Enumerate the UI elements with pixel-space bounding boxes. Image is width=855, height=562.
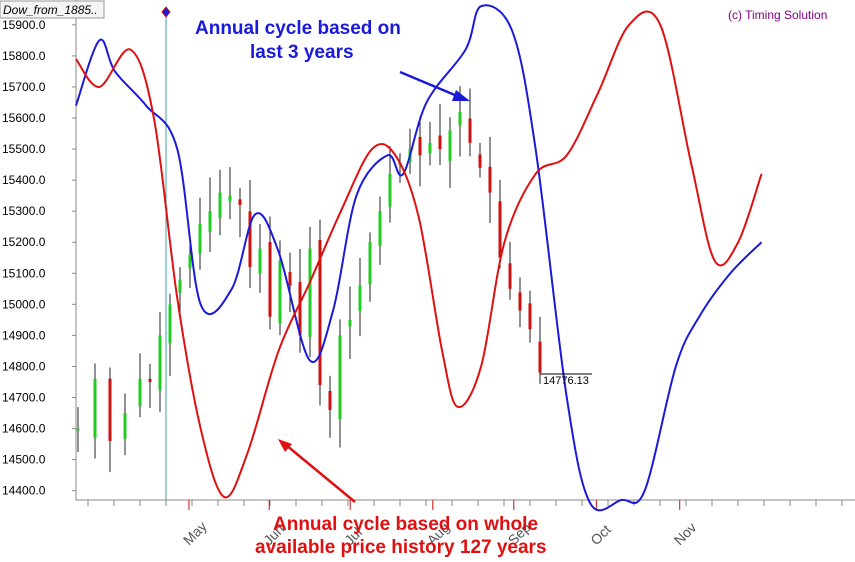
price-bar-body	[248, 211, 252, 268]
price-bar-body	[468, 118, 472, 143]
y-tick-label: 15800.0	[2, 49, 46, 63]
price-bar-body	[228, 195, 232, 202]
title-tab-text: Dow_from_1885..	[3, 3, 98, 17]
price-bar-body	[158, 335, 162, 391]
price-bar-body	[328, 390, 332, 410]
y-tick-label: 15700.0	[2, 80, 46, 94]
y-tick-label: 15200.0	[2, 235, 46, 249]
x-tick-label: Oct	[587, 521, 614, 548]
price-bar-body	[378, 211, 382, 246]
price-bar-body	[123, 413, 127, 439]
price-bar-body	[298, 282, 302, 336]
price-bar-body	[288, 272, 292, 286]
annotation-blue-arrow	[399, 70, 463, 100]
y-tick-label: 14900.0	[2, 328, 46, 342]
y-axis-ticks: 15900.0 15800.0 15700.0 15600.0 15500.0 15400…	[2, 18, 76, 498]
annotation-red-line2: available price history 127 years	[255, 537, 547, 558]
series-line-3y-cycle	[75, 4, 763, 512]
price-bar-body	[178, 279, 182, 293]
vertical-marker-diamond	[161, 6, 171, 18]
price-bar-body	[448, 130, 452, 161]
price-bar-body	[168, 304, 172, 344]
y-tick-label: 14500.0	[2, 453, 46, 467]
annotation-blue-line1: Annual cycle based on	[195, 18, 401, 39]
cycle-series	[75, 4, 763, 512]
price-bar-body	[488, 166, 492, 193]
price-bar-body	[108, 378, 112, 441]
y-tick-label: 14800.0	[2, 359, 46, 373]
last-price-label: 14776.13	[543, 375, 589, 387]
annotation-blue-line2: last 3 years	[250, 42, 354, 63]
price-bar-body	[348, 319, 352, 327]
price-bar-body	[218, 192, 222, 218]
price-bar-body	[148, 378, 152, 382]
y-tick-label: 15100.0	[2, 266, 46, 280]
price-bar-body	[258, 248, 262, 274]
price-bar-body	[368, 242, 372, 285]
y-tick-label: 15500.0	[2, 142, 46, 156]
price-bar-body	[518, 292, 522, 311]
price-bar-body	[498, 201, 502, 258]
y-tick-label: 14700.0	[2, 391, 46, 405]
price-bar-body	[278, 260, 282, 324]
price-bar-body	[308, 248, 312, 337]
price-bar-body	[418, 136, 422, 156]
y-tick-label: 14600.0	[2, 422, 46, 436]
price-bar-body	[93, 378, 97, 439]
price-bar-body	[428, 142, 432, 154]
price-bar-body	[208, 211, 212, 232]
price-bar-body	[318, 240, 322, 386]
price-bar-body	[358, 285, 362, 311]
price-bar-body	[438, 135, 442, 150]
price-bar-body	[198, 223, 202, 254]
series-line-127y-cycle	[75, 10, 763, 499]
y-tick-label: 15000.0	[2, 297, 46, 311]
annotation-blue-arrowhead	[452, 90, 470, 101]
price-bar-body	[338, 335, 342, 420]
annotation-red-line1: Annual cycle based on whole	[273, 514, 538, 535]
y-tick-label: 15900.0	[2, 18, 46, 32]
y-tick-label: 15400.0	[2, 173, 46, 187]
y-tick-label: 14400.0	[2, 484, 46, 498]
price-bar-body	[238, 199, 242, 205]
price-bar-body	[538, 341, 542, 373]
annotation-red-arrowhead	[278, 439, 292, 452]
price-bar-body	[138, 378, 142, 407]
price-bar-body	[388, 173, 392, 207]
price-bar-body	[268, 242, 272, 317]
price-bar-body	[478, 154, 482, 168]
x-tick-label: May	[180, 518, 210, 548]
title-tab-box[interactable]	[0, 0, 105, 19]
price-bars	[76, 86, 542, 473]
price-bar-body	[528, 303, 532, 330]
annotation-red-arrow	[285, 444, 356, 503]
price-bar-body	[458, 111, 462, 126]
copyright-text: (c) Timing Solution	[728, 8, 827, 22]
y-tick-label: 15300.0	[2, 204, 46, 218]
price-bar-body	[76, 428, 80, 431]
y-tick-label: 15600.0	[2, 111, 46, 125]
price-bar-body	[188, 254, 192, 269]
price-bar-body	[508, 263, 512, 289]
x-tick-label: Nov	[671, 519, 700, 548]
